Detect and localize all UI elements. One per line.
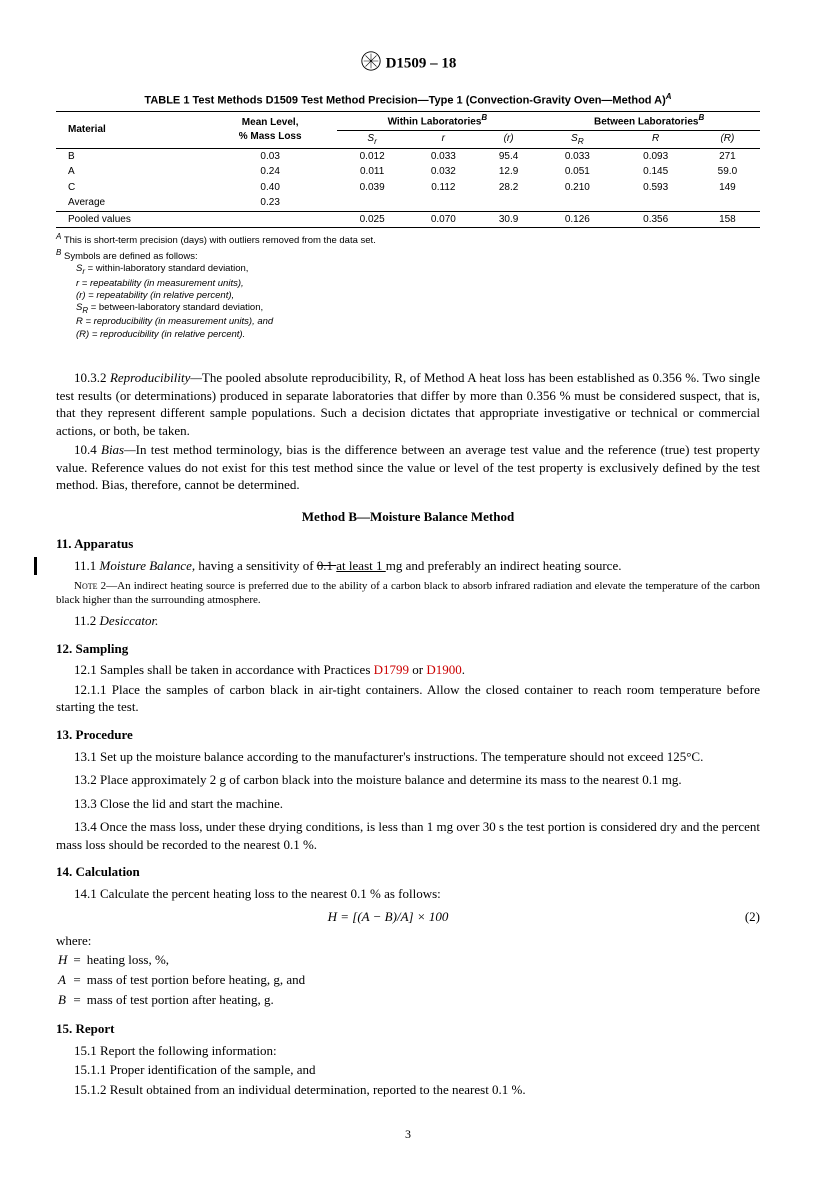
- section-15: 15. Report: [56, 1020, 760, 1038]
- equation-2: H = [(A − B)/A] × 100 (2): [56, 908, 760, 926]
- astm-logo-icon: [360, 50, 382, 78]
- para-13-4: 13.4 Once the mass loss, under these dry…: [56, 818, 760, 853]
- section-14: 14. Calculation: [56, 863, 760, 881]
- para-13-3: 13.3 Close the lid and start the machine…: [56, 795, 760, 813]
- para-13-1: 13.1 Set up the moisture balance accordi…: [56, 748, 760, 766]
- designation: D1509 – 18: [386, 56, 457, 72]
- para-15-1-1: 15.1.1 Proper identification of the samp…: [56, 1061, 760, 1079]
- h-SR: SR: [538, 130, 616, 148]
- h-Rp: (R): [695, 130, 760, 148]
- page-header: D1509 – 18: [56, 50, 760, 78]
- para-11-1: 11.1 Moisture Balance, having a sensitiv…: [56, 557, 760, 575]
- para-10-3-2: 10.3.2 Reproducibility—The pooled absolu…: [56, 369, 760, 439]
- section-13: 13. Procedure: [56, 726, 760, 744]
- h-R: R: [617, 130, 695, 148]
- para-15-1-2: 15.1.2 Result obtained from an individua…: [56, 1081, 760, 1099]
- table-footnotes: A This is short-term precision (days) wi…: [56, 232, 760, 341]
- section-12: 12. Sampling: [56, 640, 760, 658]
- table-row: B0.030.0120.03395.40.0330.093271: [56, 148, 760, 164]
- group-within: Within LaboratoriesB: [337, 111, 539, 130]
- where-label: where:: [56, 932, 760, 950]
- section-11: 11. Apparatus: [56, 535, 760, 553]
- para-13-2: 13.2 Place approximately 2 g of carbon b…: [56, 771, 760, 789]
- para-11-2: 11.2 Desiccator.: [56, 612, 760, 630]
- table-row-pooled: Pooled values0.0250.07030.90.1260.356158: [56, 211, 760, 228]
- note-2: Note 2—An indirect heating source is pre…: [56, 579, 760, 609]
- h-rp: (r): [479, 130, 538, 148]
- h-r: r: [408, 130, 479, 148]
- h-sr: Sr: [337, 130, 408, 148]
- para-14-1: 14.1 Calculate the percent heating loss …: [56, 885, 760, 903]
- link-d1799[interactable]: D1799: [374, 662, 409, 677]
- link-d1900[interactable]: D1900: [426, 662, 461, 677]
- para-12-1-1: 12.1.1 Place the samples of carbon black…: [56, 681, 760, 716]
- method-b-title: Method B—Moisture Balance Method: [56, 508, 760, 526]
- para-10-4: 10.4 Bias—In test method terminology, bi…: [56, 441, 760, 494]
- para-15-1: 15.1 Report the following information:: [56, 1042, 760, 1060]
- page-number: 3: [56, 1126, 760, 1142]
- table-row: C0.400.0390.11228.20.2100.593149: [56, 180, 760, 196]
- col-material: Material: [56, 111, 204, 148]
- col-meanlevel: Mean Level,% Mass Loss: [204, 111, 337, 148]
- table-row-avg: Average0.23: [56, 195, 760, 211]
- para-12-1: 12.1 Samples shall be taken in accordanc…: [56, 661, 760, 679]
- group-between: Between LaboratoriesB: [538, 111, 760, 130]
- table-caption: TABLE 1 Test Methods D1509 Test Method P…: [56, 92, 760, 109]
- where-table: H=heating loss, %, A=mass of test portio…: [56, 949, 311, 1010]
- table-row: A0.240.0110.03212.90.0510.14559.0: [56, 164, 760, 180]
- precision-table: Material Mean Level,% Mass Loss Within L…: [56, 111, 760, 229]
